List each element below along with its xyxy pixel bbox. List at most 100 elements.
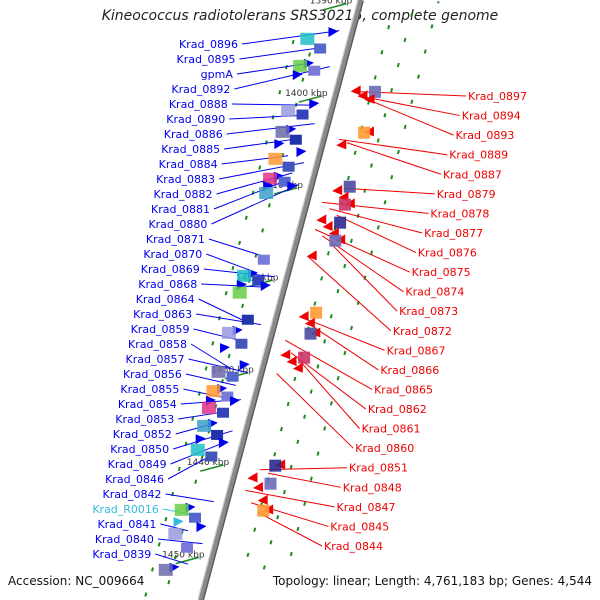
gene-block (293, 59, 308, 72)
gene-arrow-reverse (247, 472, 258, 483)
gene-label-forward: Krad_0852 (113, 428, 172, 441)
gene-label-reverse: Krad_0878 (430, 207, 489, 220)
gene-label-forward: gpmA (201, 68, 234, 81)
gene-block (368, 85, 381, 98)
gene-block (275, 125, 290, 138)
gene-block (221, 326, 236, 339)
gene-label-forward: Krad_0888 (169, 98, 228, 111)
gene-block (281, 104, 296, 117)
gene-block (257, 504, 270, 517)
leader-line (201, 283, 262, 288)
leader-line (224, 137, 302, 150)
gene-block (314, 43, 327, 54)
gene-block (264, 477, 277, 490)
gene-label-forward: Krad_0856 (123, 368, 182, 381)
gene-block (201, 401, 216, 414)
gene-block (221, 391, 234, 402)
leader-line (190, 343, 232, 370)
gene-label-forward: Krad_0881 (151, 203, 210, 216)
gene-label-forward: Krad_0886 (164, 128, 223, 141)
guide-dashes (262, 7, 415, 573)
kbp-tick (323, 2, 347, 11)
gene-arrow-reverse (306, 250, 317, 261)
leader-line (346, 142, 442, 175)
gene-block (252, 275, 265, 286)
gene-block (232, 286, 247, 299)
leader-line (185, 373, 236, 386)
gene-block (237, 269, 252, 282)
gene-arrow-reverse (298, 311, 309, 322)
gene-arrow-forward (196, 522, 207, 533)
gene-label-forward: Krad_0849 (108, 458, 167, 471)
gene-block (174, 503, 189, 516)
leader-line (267, 472, 341, 488)
leader-line (343, 187, 435, 195)
leader-line (165, 493, 214, 503)
gene-arrow-reverse (252, 482, 263, 493)
leader-line (239, 46, 326, 60)
gene-label-forward: Krad_0858 (128, 338, 187, 351)
leader-line (157, 538, 203, 545)
gene-block (289, 134, 302, 145)
gene-label-forward: Krad_0868 (138, 278, 197, 291)
gene-arrow-forward (292, 70, 303, 81)
map-title: Kineococcus radiotolerans SRS30216, comp… (101, 8, 499, 24)
gene-block (300, 32, 315, 45)
leader-line (367, 98, 454, 136)
leader-line (322, 201, 429, 214)
gene-arrow-reverse (364, 93, 375, 104)
kbp-label: 1430 kbp (211, 366, 254, 376)
gene-block (329, 234, 342, 247)
gene-block (296, 109, 309, 120)
leader-line (336, 214, 417, 253)
gene-label-forward: Krad_0846 (105, 473, 164, 486)
gene-block (304, 327, 317, 340)
leader-line (359, 95, 460, 117)
gene-arrow-forward (274, 139, 285, 150)
genome-axis (197, 0, 364, 600)
leader-line (338, 138, 448, 156)
gene-arrow-forward (296, 147, 307, 158)
gene-arrow-forward (309, 99, 320, 110)
gene-label-reverse: Krad_0844 (324, 540, 383, 553)
gene-block (226, 371, 239, 382)
accession-label: Accession: NC_009664 (8, 574, 145, 588)
gene-block (158, 563, 173, 576)
gene-label-forward: Krad_0896 (179, 38, 238, 51)
gene-block (189, 512, 202, 523)
gene-label-reverse: Krad_0872 (393, 325, 452, 338)
kbp-label: 1390 kbp (310, 0, 353, 7)
gene-block (268, 152, 283, 165)
gene-label-forward: Krad_0885 (161, 143, 220, 156)
gene-labels: Krad_0896 Krad_0895 gpmA Krad_0892 Krad_0888… (92, 38, 527, 561)
gene-arrow-reverse (357, 90, 368, 101)
leader-line (198, 298, 245, 322)
gene-block (190, 443, 205, 456)
gene-block (211, 429, 224, 440)
kbp-tick (200, 464, 224, 472)
leader-line (226, 123, 315, 135)
gene-block (211, 365, 226, 378)
leader-line (285, 339, 373, 390)
leader-line (351, 90, 467, 97)
gene-arrow-reverse (280, 349, 291, 360)
kbp-label: 1440 kbp (187, 458, 230, 468)
gene-label-reverse: Krad_0894 (462, 110, 521, 123)
gene-label-forward: Krad_0895 (176, 53, 235, 66)
gene-label-forward: Krad_0857 (125, 353, 184, 366)
gene-arrow-forward (328, 27, 339, 38)
gene-label-forward: Krad_0884 (159, 158, 218, 171)
gene-block (217, 407, 230, 418)
gene-block (241, 314, 254, 325)
gene-arrow-reverse (292, 362, 303, 373)
leader-line (329, 241, 398, 312)
gene-block (310, 306, 323, 319)
gene-label-reverse: Krad_0897 (468, 90, 527, 103)
gene-arrow-reverse (286, 356, 297, 367)
gene-label-reverse: Krad_0873 (399, 305, 458, 318)
gene-label-forward: Krad_0842 (103, 488, 162, 501)
leader-line (211, 184, 299, 225)
gene-block (282, 161, 295, 172)
gene-label-reverse: Krad_0877 (424, 227, 483, 240)
